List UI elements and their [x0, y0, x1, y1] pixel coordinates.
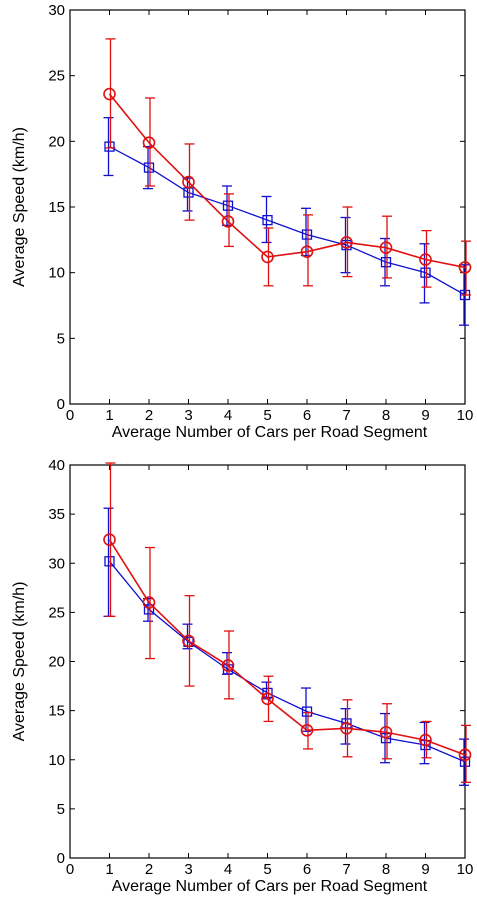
data-point-circle [458, 748, 472, 762]
data-point-square [380, 257, 392, 268]
x-tick-label: 10 [457, 861, 474, 878]
x-tick-label: 4 [224, 861, 232, 878]
data-point-square [143, 604, 155, 615]
plot-frame [69, 464, 466, 859]
x-tick-label: 7 [342, 407, 350, 424]
y-tick-label: 0 [57, 396, 65, 413]
data-point-square [222, 200, 234, 211]
y-tick-label: 20 [48, 654, 65, 671]
data-point-circle [221, 659, 235, 672]
series-line [108, 539, 466, 756]
data-point-circle [419, 253, 432, 266]
y-tick-label: 15 [48, 703, 65, 720]
series-2 [103, 38, 472, 296]
data-point-square [104, 556, 115, 567]
y-axis-label: Average Speed (km/h) [11, 582, 28, 742]
x-axis-label: Average Number of Cars per Road Segment [112, 424, 428, 441]
y-tick-label: 5 [57, 801, 65, 818]
x-tick-label: 0 [66, 407, 74, 424]
chart-panel-2: 0 1 2 3 4 5 6 7 8 9 10 0 5 10 15 20 25 30 35 40 Average Numb… [11, 457, 473, 895]
data-point-circle [221, 215, 235, 228]
data-point-circle [142, 136, 156, 149]
data-point-circle [300, 723, 314, 737]
y-tick-label: 30 [48, 2, 65, 19]
x-tick-label: 8 [382, 407, 390, 424]
series-1 [103, 507, 471, 786]
data-point-square [380, 732, 392, 744]
data-point-circle [379, 241, 393, 255]
data-point-circle [261, 250, 274, 264]
data-point-circle [300, 245, 314, 258]
data-point-circle [103, 533, 116, 546]
y-tick-label: 25 [48, 68, 65, 85]
x-axis-label: Average Number of Cars per Road Segment [112, 878, 428, 895]
x-tick-label: 9 [421, 861, 429, 878]
data-point-circle [142, 596, 156, 609]
data-point-square [143, 162, 155, 173]
data-point-square [104, 141, 115, 152]
x-tick-label: 6 [303, 407, 311, 424]
x-tick-label: 8 [382, 861, 390, 878]
y-tick-label: 20 [48, 133, 65, 150]
y-tick-label: 0 [57, 850, 65, 867]
series-2 [103, 462, 472, 783]
x-tick-label: 2 [145, 407, 153, 424]
x-tick-label: 4 [224, 407, 232, 424]
y-tick-label: 15 [48, 199, 65, 216]
x-tick-label: 0 [66, 861, 74, 878]
data-point-circle [419, 733, 432, 747]
y-tick-label: 25 [48, 604, 65, 621]
x-tick-label: 1 [105, 861, 113, 878]
x-tick-label: 7 [342, 861, 350, 878]
data-point-circle [261, 692, 274, 706]
x-tick-label: 10 [457, 407, 474, 424]
y-tick-label: 35 [48, 506, 65, 523]
y-axis-label: Average Speed (km/h) [11, 127, 28, 287]
data-point-circle [458, 261, 472, 274]
data-point-circle [103, 87, 116, 101]
y-tick-label: 5 [57, 330, 65, 347]
data-point-square [262, 214, 273, 226]
data-point-square [459, 756, 471, 767]
series-line [108, 93, 466, 269]
data-point-square [420, 267, 431, 278]
data-point-circle [182, 175, 195, 189]
x-tick-label: 5 [263, 861, 271, 878]
y-tick-label: 30 [48, 555, 65, 572]
data-point-square [301, 229, 313, 240]
x-tick-label: 9 [421, 407, 429, 424]
chart-panel-1: 0 1 2 3 4 5 6 7 8 9 10 0 5 10 15 20 25 30 Average Number o… [11, 2, 473, 441]
x-tick-label: 6 [303, 861, 311, 878]
data-point-circle [379, 725, 393, 739]
y-tick-label: 40 [48, 457, 65, 474]
y-tick-label: 10 [48, 265, 65, 282]
plot-frame [69, 9, 466, 405]
data-point-circle [340, 236, 353, 249]
x-tick-label: 3 [184, 407, 192, 424]
data-point-circle [182, 634, 195, 648]
x-tick-label: 5 [263, 407, 271, 424]
data-point-square [301, 706, 313, 717]
series-line [108, 560, 466, 763]
x-tick-label: 3 [184, 861, 192, 878]
x-tick-label: 2 [145, 861, 153, 878]
data-point-circle [340, 722, 353, 735]
data-point-square [262, 687, 273, 699]
series-1 [103, 117, 471, 326]
series-line [109, 146, 466, 296]
y-tick-label: 10 [48, 752, 65, 769]
x-tick-label: 1 [105, 407, 113, 424]
